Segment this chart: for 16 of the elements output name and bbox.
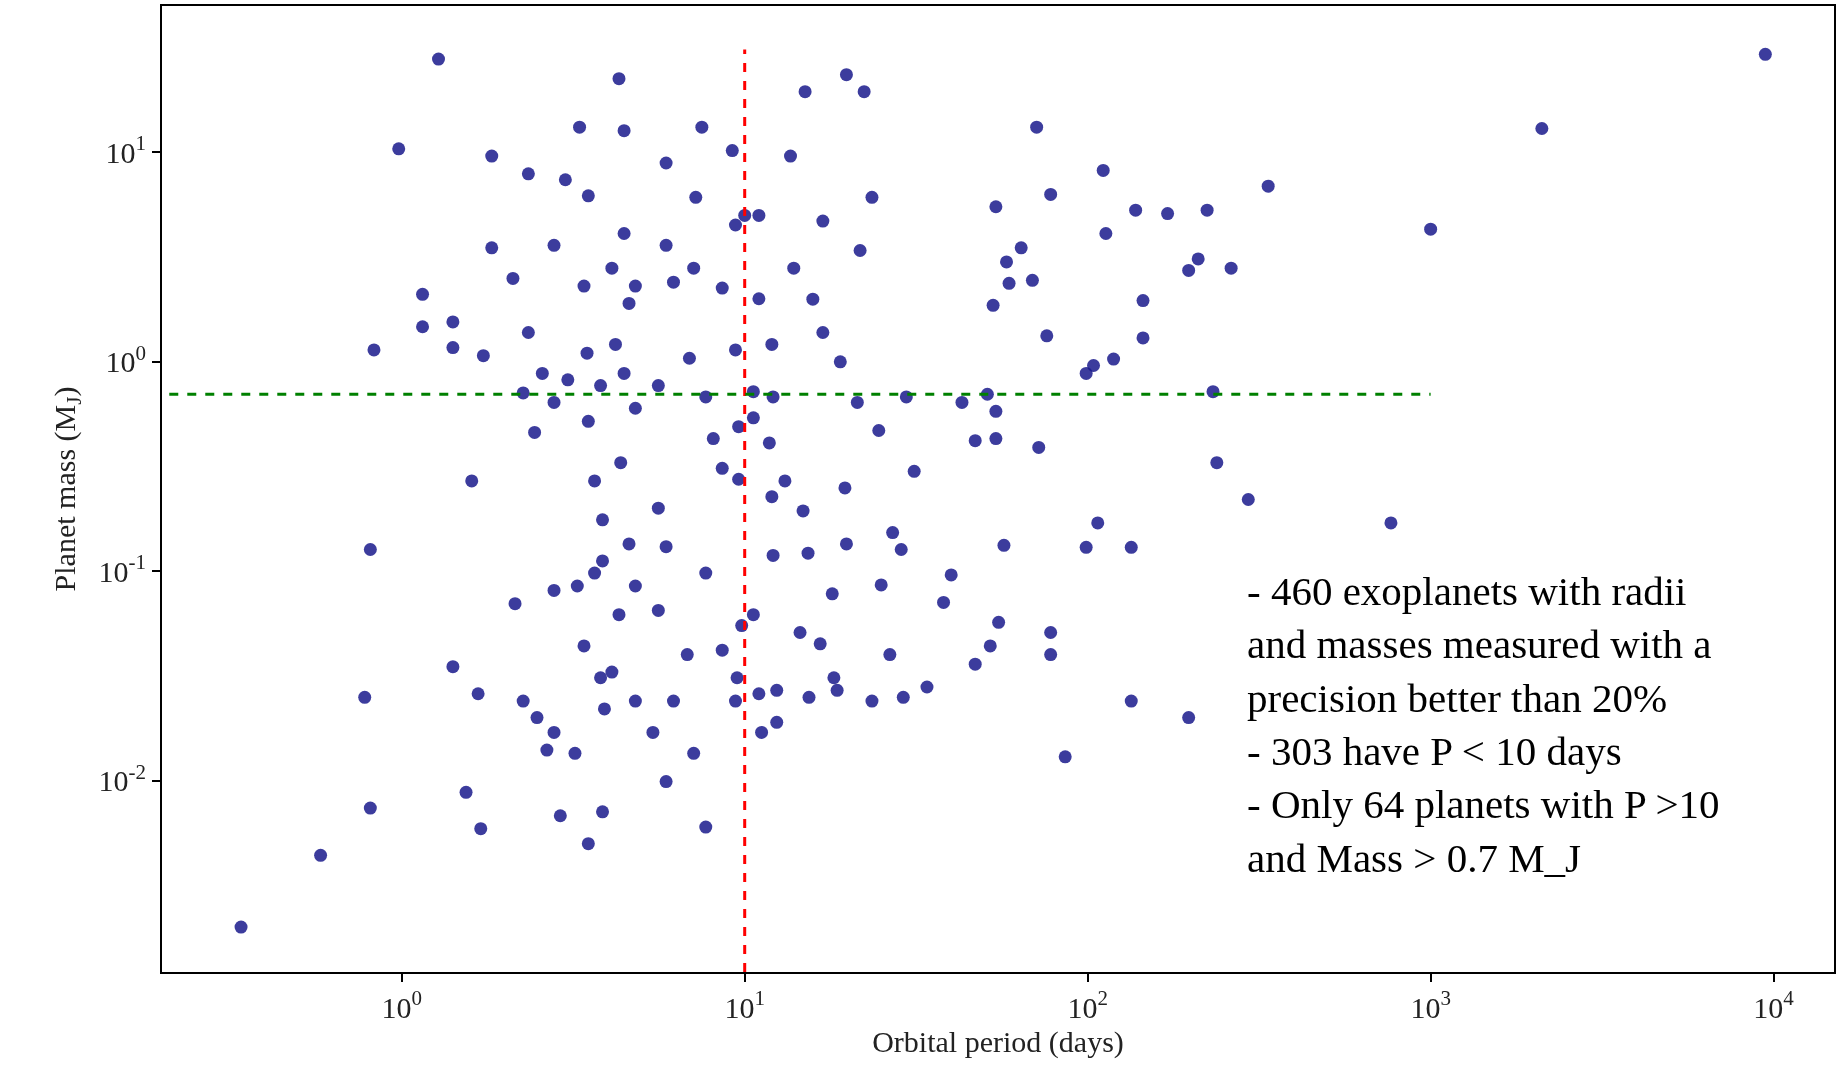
x-tick-label: 10$^{1}$ (724, 986, 765, 1024)
x-tick-label: 10$^{3}$ (1410, 986, 1451, 1024)
annotation: precision better than 20% (1247, 674, 1668, 721)
y-tick-label: 10$^{-1}$ (98, 550, 146, 588)
y-tick-label: 10$^{-2}$ (98, 759, 146, 798)
annotation: and masses measured with a (1247, 621, 1712, 668)
annotation: - Only 64 planets with P >10 (1247, 781, 1720, 828)
annotation: and Mass > 0.7 M_J (1247, 834, 1582, 881)
annotation: - 303 have P < 10 days (1247, 727, 1622, 774)
x-axis-title: Orbital period (days) (872, 1025, 1124, 1059)
y-tick-label: 10$^{1}$ (105, 131, 146, 169)
annotation: - 460 exoplanets with radii (1247, 568, 1687, 614)
x-tick-label: 10$^{0}$ (381, 986, 422, 1024)
x-tick-label: 10$^{4}$ (1753, 986, 1795, 1024)
y-tick-label: 10$^{0}$ (105, 340, 146, 379)
x-tick-label: 10$^{2}$ (1067, 986, 1108, 1024)
